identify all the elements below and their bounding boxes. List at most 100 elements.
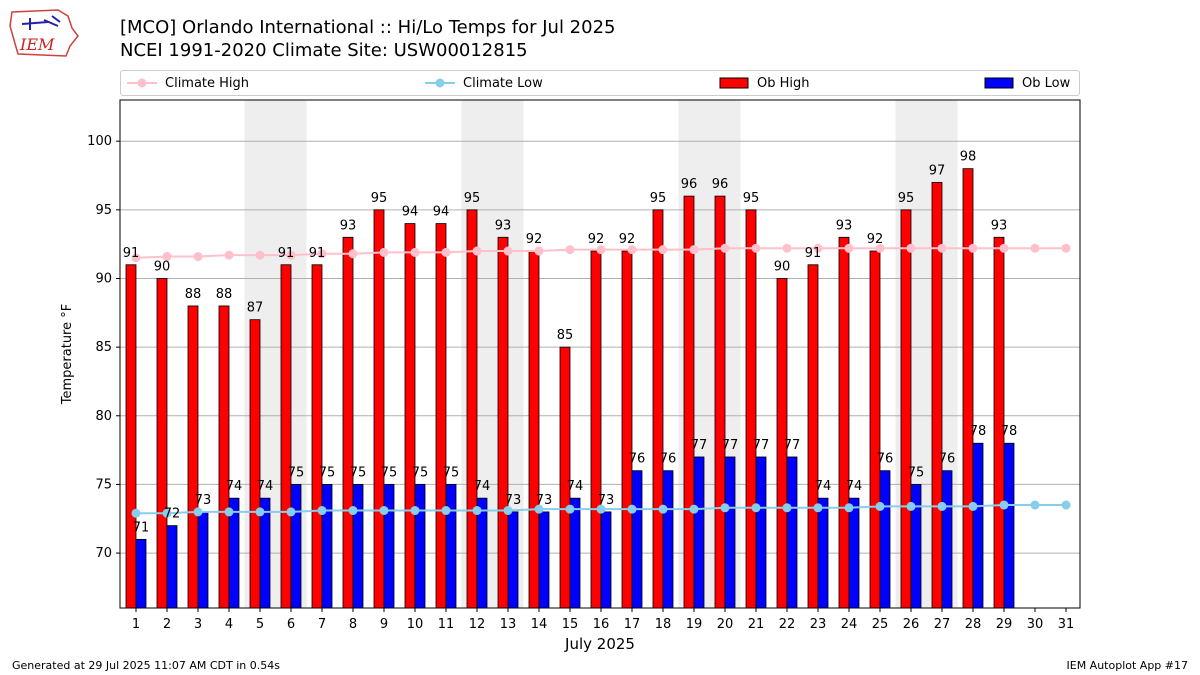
- x-tick-label: 12: [469, 617, 486, 632]
- x-axis-label: July 2025: [564, 635, 635, 653]
- x-tick-label: 6: [287, 617, 295, 632]
- ob-low-data-label: 78: [970, 424, 987, 439]
- ob-high-bar: [466, 209, 478, 609]
- climate-high-point: [1030, 243, 1040, 253]
- ob-low-bar: [321, 484, 333, 609]
- ob-low-bar: [166, 525, 178, 609]
- x-tick-label: 22: [779, 617, 796, 632]
- climate-low-point: [968, 501, 978, 511]
- x-tick-label: 11: [438, 617, 455, 632]
- climate-high-point: [689, 245, 699, 255]
- plot-frame: [119, 99, 1081, 609]
- ob-high-bar: [249, 319, 261, 609]
- ob-low-data-label: 76: [660, 452, 677, 467]
- footer-app-text: IEM Autoplot App #17: [1066, 659, 1189, 672]
- ob-high-data-label: 88: [216, 287, 233, 302]
- climate-high-point: [317, 249, 327, 259]
- climate-low-point: [193, 507, 203, 517]
- data-labels: 91 71 90 72 88 73 88 74 87 74 91 75 91 75 93 75 95 75 94 75…: [123, 150, 1018, 536]
- climate-high-point: [379, 247, 389, 257]
- climate-low-point: [844, 503, 854, 513]
- chart-title: [MCO] Orlando International :: Hi/Lo Tem…: [120, 17, 616, 38]
- ob-high-data-label: 92: [619, 232, 636, 247]
- climate-low-point: [534, 504, 544, 514]
- legend-label-climate-low: Climate Low: [463, 75, 543, 91]
- x-tick-label: 19: [686, 617, 703, 632]
- ob-high-bar: [218, 305, 230, 609]
- ob-high-data-label: 95: [650, 191, 667, 206]
- legend-label-ob-high: Ob High: [757, 75, 810, 91]
- x-tick-label: 27: [934, 617, 951, 632]
- x-tick-label: 8: [349, 617, 357, 632]
- climate-high-point: [131, 253, 141, 263]
- legend-line-marker-icon: [127, 78, 157, 88]
- bars: [125, 168, 1015, 609]
- ob-low-bar: [755, 456, 767, 609]
- ob-low-data-label: 75: [443, 465, 460, 480]
- climate-low-point: [658, 504, 668, 514]
- ob-low-bar: [538, 511, 550, 609]
- x-tick-label: 2: [163, 617, 171, 632]
- y-tick-label: 80: [95, 409, 112, 424]
- ob-high-bar: [156, 278, 168, 609]
- ob-high-data-label: 95: [898, 191, 915, 206]
- climate-high-point: [472, 246, 482, 256]
- ob-low-bar: [507, 511, 519, 609]
- logo-text: IEM: [19, 35, 55, 54]
- x-tick-label: 25: [872, 617, 889, 632]
- climate-high-point: [162, 252, 172, 262]
- ob-low-bar: [383, 484, 395, 609]
- climate-low-point: [317, 506, 327, 516]
- ob-high-bar: [621, 250, 633, 609]
- x-tick-label: 3: [194, 617, 202, 632]
- climate-high-point: [286, 250, 296, 260]
- climate-high-point: [255, 250, 265, 260]
- ob-high-data-label: 93: [495, 218, 512, 233]
- ob-high-data-label: 91: [278, 246, 295, 261]
- ob-high-bar: [187, 305, 199, 609]
- x-tick-label: 13: [500, 617, 517, 632]
- climate-high-point: [224, 250, 234, 260]
- ob-low-bar: [972, 442, 984, 609]
- legend-label-climate-high: Climate High: [165, 75, 250, 91]
- ob-low-bar: [414, 484, 426, 609]
- climate-high-point: [844, 243, 854, 253]
- ob-low-data-label: 75: [319, 465, 336, 480]
- ob-low-data-label: 77: [753, 438, 770, 453]
- ob-low-bar: [817, 497, 829, 609]
- legend-item-ob-high: Ob High: [719, 71, 810, 95]
- climate-low-point: [286, 507, 296, 517]
- climate-low-point: [720, 503, 730, 513]
- ob-low-data-label: 75: [350, 465, 367, 480]
- ob-high-bar: [652, 209, 664, 609]
- ob-low-data-label: 75: [381, 465, 398, 480]
- ob-low-data-label: 77: [691, 438, 708, 453]
- climate-high-point: [348, 249, 358, 259]
- ob-high-data-label: 97: [929, 163, 946, 178]
- ob-high-data-label: 96: [712, 177, 729, 192]
- ob-high-data-label: 95: [464, 191, 481, 206]
- climate-high-point: [875, 243, 885, 253]
- ob-low-data-label: 73: [536, 493, 553, 508]
- x-tick-label: 5: [256, 617, 264, 632]
- climate-high-point: [813, 243, 823, 253]
- ob-high-data-label: 91: [805, 246, 822, 261]
- ob-low-data-label: 73: [195, 493, 212, 508]
- climate-high-point: [658, 245, 668, 255]
- ob-high-bar: [683, 195, 695, 609]
- x-tick-label: 28: [965, 617, 982, 632]
- chart-subtitle: NCEI 1991-2020 Climate Site: USW00012815: [120, 40, 528, 61]
- climate-high-point: [720, 243, 730, 253]
- ob-high-data-label: 92: [526, 232, 543, 247]
- climate-high-point: [937, 243, 947, 253]
- ob-high-data-label: 91: [123, 246, 140, 261]
- ob-low-bar: [569, 497, 581, 609]
- climate-low-point: [441, 506, 451, 516]
- ob-low-bar: [600, 511, 612, 609]
- ob-high-data-label: 95: [743, 191, 760, 206]
- ob-high-data-label: 94: [433, 205, 450, 220]
- ob-high-data-label: 94: [402, 205, 419, 220]
- ob-low-data-label: 72: [164, 507, 181, 522]
- ob-high-data-label: 91: [309, 246, 326, 261]
